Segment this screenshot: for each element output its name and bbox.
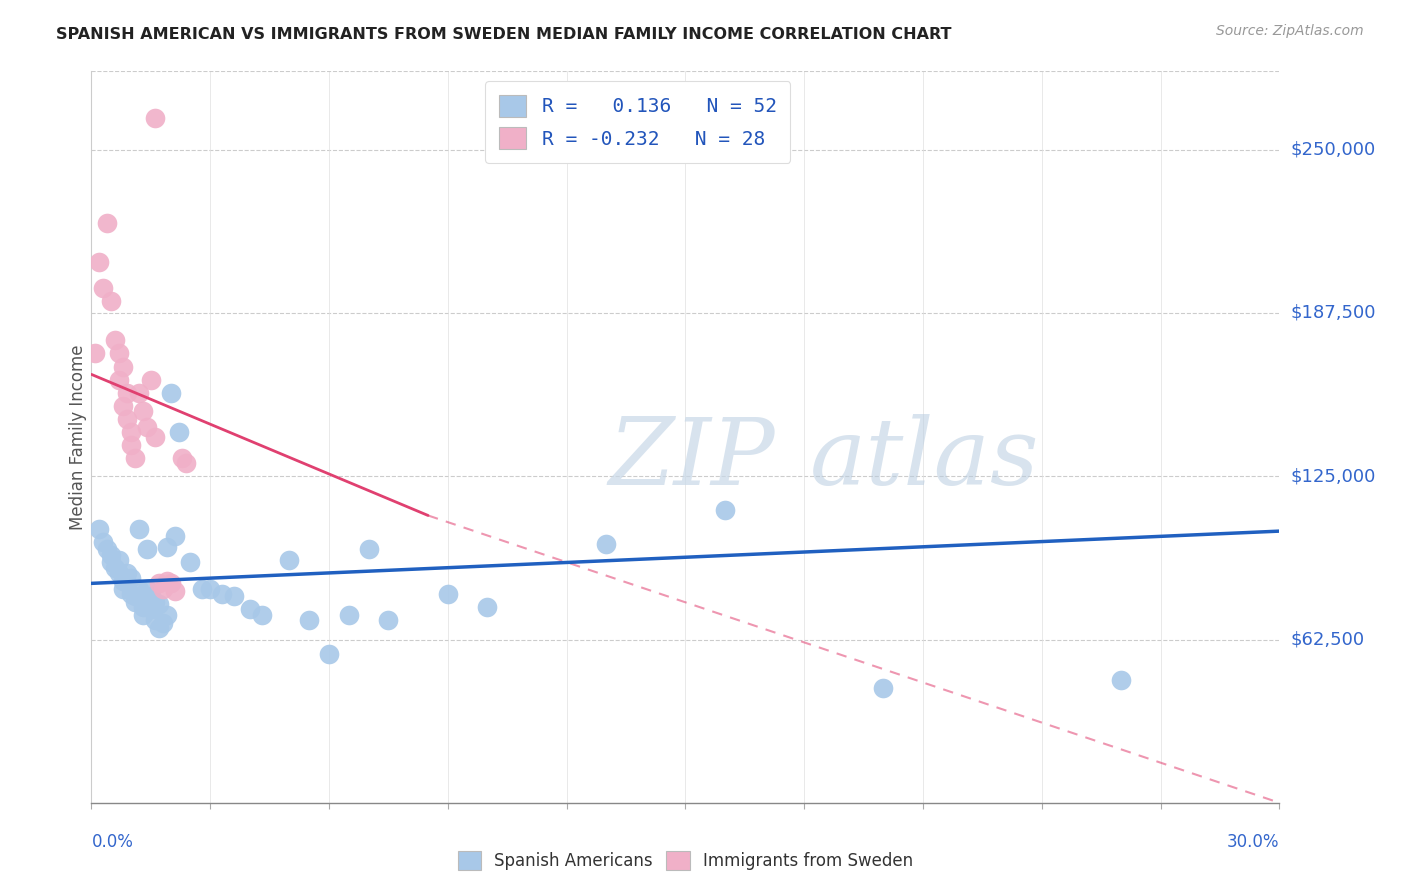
Point: [120, 587, 142, 601]
Point: [91, 281, 114, 295]
Point: [108, 553, 131, 567]
Point: [112, 582, 135, 596]
Text: $187,500: $187,500: [1291, 304, 1376, 322]
Point: [120, 571, 142, 585]
Point: [191, 582, 214, 596]
Text: $62,500: $62,500: [1291, 631, 1365, 648]
Point: [100, 548, 122, 562]
Point: [143, 430, 166, 444]
Point: [132, 404, 155, 418]
Point: [135, 582, 157, 596]
Point: [1109, 673, 1132, 687]
Text: $125,000: $125,000: [1291, 467, 1376, 485]
Point: [135, 542, 157, 557]
Point: [222, 590, 245, 604]
Point: [211, 587, 233, 601]
Point: [112, 574, 135, 588]
Point: [132, 599, 155, 614]
Point: [156, 607, 179, 622]
Point: [115, 412, 138, 426]
Point: [139, 590, 162, 604]
Point: [96, 542, 118, 557]
Point: [115, 566, 138, 580]
Point: [120, 425, 142, 439]
Point: [148, 621, 170, 635]
Point: [143, 613, 166, 627]
Point: [132, 607, 155, 622]
Point: [152, 615, 174, 630]
Point: [96, 216, 118, 230]
Point: [152, 582, 174, 596]
Point: [143, 594, 166, 608]
Point: [100, 294, 122, 309]
Point: [148, 597, 170, 611]
Point: [179, 556, 201, 570]
Point: [108, 373, 131, 387]
Point: [139, 602, 162, 616]
Point: [112, 359, 135, 374]
Point: [200, 582, 222, 596]
Point: [176, 456, 198, 470]
Point: [124, 450, 146, 465]
Y-axis label: Median Family Income: Median Family Income: [69, 344, 87, 530]
Text: SPANISH AMERICAN VS IMMIGRANTS FROM SWEDEN MEDIAN FAMILY INCOME CORRELATION CHAR: SPANISH AMERICAN VS IMMIGRANTS FROM SWED…: [56, 27, 952, 42]
Text: $250,000: $250,000: [1291, 141, 1376, 159]
Point: [337, 607, 360, 622]
Point: [436, 587, 458, 601]
Text: ZIP: ZIP: [609, 414, 775, 504]
Text: 30.0%: 30.0%: [1227, 833, 1279, 851]
Point: [477, 599, 499, 614]
Point: [298, 613, 321, 627]
Point: [115, 385, 138, 400]
Point: [143, 112, 166, 126]
Point: [167, 425, 190, 439]
Point: [159, 385, 181, 400]
Point: [163, 529, 186, 543]
Point: [128, 582, 150, 596]
Point: [100, 556, 122, 570]
Point: [714, 503, 737, 517]
Point: [124, 590, 146, 604]
Text: atlas: atlas: [810, 414, 1039, 504]
Point: [104, 334, 127, 348]
Point: [115, 576, 138, 591]
Point: [148, 576, 170, 591]
Point: [108, 566, 131, 580]
Point: [172, 450, 194, 465]
Point: [124, 594, 146, 608]
Point: [104, 560, 127, 574]
Point: [108, 346, 131, 360]
Point: [159, 576, 181, 591]
Point: [595, 537, 617, 551]
Point: [239, 602, 262, 616]
Point: [156, 574, 179, 588]
Point: [91, 534, 114, 549]
Point: [112, 399, 135, 413]
Point: [84, 346, 107, 360]
Point: [135, 419, 157, 434]
Point: [89, 521, 111, 535]
Point: [318, 647, 340, 661]
Text: Source: ZipAtlas.com: Source: ZipAtlas.com: [1216, 24, 1364, 38]
Legend: Spanish Americans, Immigrants from Sweden: Spanish Americans, Immigrants from Swede…: [450, 843, 921, 879]
Point: [128, 385, 150, 400]
Point: [278, 553, 301, 567]
Point: [156, 540, 179, 554]
Point: [89, 255, 111, 269]
Point: [139, 373, 162, 387]
Point: [377, 613, 399, 627]
Point: [163, 584, 186, 599]
Point: [872, 681, 894, 695]
Point: [250, 607, 273, 622]
Point: [128, 521, 150, 535]
Point: [357, 542, 380, 557]
Text: 0.0%: 0.0%: [91, 833, 134, 851]
Point: [120, 438, 142, 452]
